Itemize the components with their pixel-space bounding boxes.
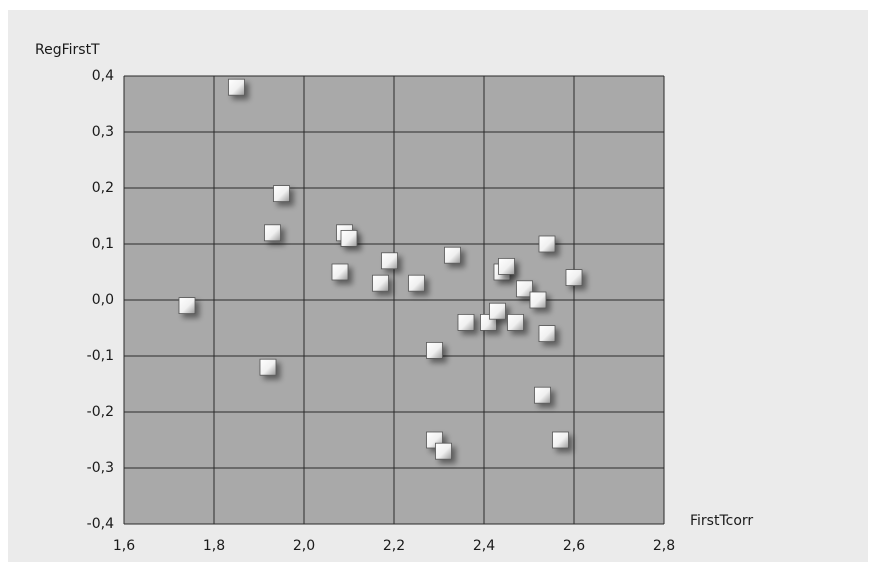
y-axis-label: RegFirstT bbox=[35, 42, 100, 58]
x-tick-label: 2,4 bbox=[473, 538, 495, 554]
y-tick-label: 0,2 bbox=[92, 180, 114, 196]
y-tick-label: 0,0 bbox=[92, 292, 114, 308]
point bbox=[444, 246, 461, 264]
point bbox=[435, 442, 452, 460]
point bbox=[228, 78, 245, 96]
y-tick-label: -0,1 bbox=[87, 348, 114, 364]
point bbox=[507, 313, 524, 331]
y-tick-label: 0,1 bbox=[92, 236, 114, 252]
point bbox=[538, 235, 556, 253]
point bbox=[565, 269, 583, 287]
point bbox=[489, 302, 506, 320]
x-tick-label: 2,8 bbox=[653, 538, 675, 554]
point bbox=[340, 229, 358, 247]
point bbox=[426, 341, 443, 359]
x-axis-label: FirstTcorr bbox=[690, 513, 753, 529]
y-tick-label: -0,2 bbox=[87, 404, 114, 420]
x-tick-label: 1,6 bbox=[113, 538, 135, 554]
y-tick-label: 0,3 bbox=[92, 124, 114, 140]
point bbox=[534, 386, 551, 404]
y-tick-label: -0,4 bbox=[87, 516, 114, 532]
y-tick-label: 0,4 bbox=[92, 68, 114, 84]
point bbox=[538, 325, 556, 343]
point bbox=[264, 224, 281, 242]
point bbox=[529, 291, 547, 309]
y-tick-label: -0,3 bbox=[87, 460, 114, 476]
point bbox=[381, 252, 398, 270]
point bbox=[273, 185, 290, 203]
point bbox=[516, 280, 533, 298]
point bbox=[372, 274, 389, 292]
x-tick-label: 2,6 bbox=[563, 538, 585, 554]
point bbox=[331, 263, 349, 281]
point bbox=[408, 274, 425, 292]
x-tick-label: 2,0 bbox=[293, 538, 315, 554]
x-tick-label: 1,8 bbox=[203, 538, 225, 554]
point bbox=[457, 313, 475, 331]
point bbox=[259, 358, 277, 376]
point bbox=[178, 297, 196, 315]
point bbox=[498, 257, 515, 275]
x-tick-label: 2,2 bbox=[383, 538, 405, 554]
point bbox=[552, 431, 569, 449]
